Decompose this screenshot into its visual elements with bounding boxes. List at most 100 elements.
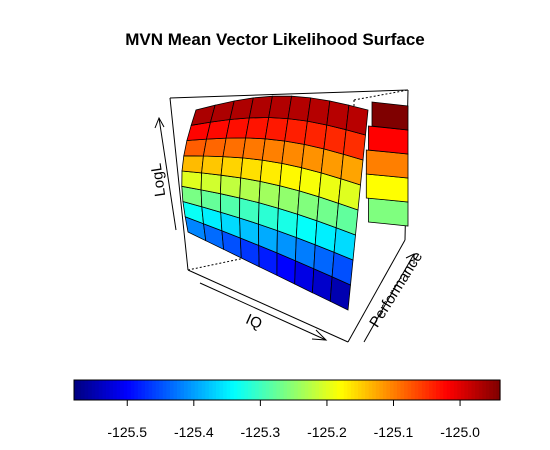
colorbar-segment	[375, 380, 380, 400]
colorbar-segment	[205, 380, 210, 400]
colorbar-segment	[145, 380, 150, 400]
colorbar-segment	[187, 380, 192, 400]
surface-facet	[368, 197, 409, 227]
colorbar-segment	[365, 380, 370, 400]
surface-facet	[323, 124, 347, 155]
colorbar-segment	[166, 380, 171, 400]
colorbar-segment	[471, 380, 476, 400]
colorbar-segment	[294, 380, 299, 400]
colorbar-segment	[475, 380, 480, 400]
colorbar-segment	[411, 380, 416, 400]
colorbar-segment	[400, 380, 405, 400]
surface-mesh	[181, 95, 409, 311]
colorbar-segment	[255, 380, 260, 400]
colorbar-segment	[105, 380, 111, 400]
z-arrowhead	[154, 116, 165, 129]
colorbar-segment	[297, 380, 302, 400]
surface-facet	[368, 125, 409, 155]
colorbar-segment	[326, 380, 331, 400]
colorbar-segment	[194, 380, 199, 400]
surface-facet	[181, 155, 204, 174]
x-axis-label: IQ	[243, 311, 264, 333]
colorbar-segment	[382, 380, 387, 400]
colorbar-segment	[460, 380, 466, 400]
colorbar-segment	[216, 380, 221, 400]
colorbar-segment	[287, 380, 292, 400]
colorbar-segment	[247, 380, 253, 400]
colorbar-segment	[134, 380, 139, 400]
colorbar-segment	[113, 380, 118, 400]
colorbar-segment	[432, 380, 437, 400]
z-axis-label: LogL	[148, 162, 169, 197]
colorbar-segment	[155, 380, 160, 400]
colorbar-tick-label: -125.2	[307, 424, 347, 440]
colorbar-segment	[95, 380, 100, 400]
surface-facet	[222, 137, 247, 159]
colorbar-segment	[322, 380, 327, 400]
colorbar-segment	[450, 380, 455, 400]
colorbar-segment	[304, 380, 309, 400]
surface-facet	[259, 159, 283, 187]
surface-facet	[200, 172, 222, 195]
colorbar-tick-label: -125.3	[241, 424, 281, 440]
colorbar-segment	[311, 380, 316, 400]
surface-facet	[303, 120, 328, 150]
colorbar-segment	[361, 380, 366, 400]
colorbar-segment	[308, 380, 313, 400]
colorbar-segment	[372, 380, 377, 400]
colorbar-segment	[109, 380, 114, 400]
colorbar-segment	[77, 380, 82, 400]
colorbar-segment	[464, 380, 469, 400]
surface-facet	[240, 157, 263, 182]
colorbar-segment	[368, 380, 373, 400]
colorbar-segment	[290, 380, 295, 400]
colorbar-segment	[81, 380, 86, 400]
y-axis-arrow	[363, 253, 415, 343]
surface-facet	[242, 137, 266, 161]
surface-facet	[306, 97, 331, 126]
surface-facet	[284, 118, 308, 145]
colorbar-segment	[265, 380, 270, 400]
x-arrowhead	[311, 329, 328, 341]
box-edge-front-floor	[187, 269, 349, 343]
colorbar-segment	[315, 380, 320, 400]
colorbar-segment	[258, 380, 263, 400]
colorbar-segment	[251, 380, 256, 400]
colorbar	[73, 379, 501, 401]
colorbar-segment	[237, 380, 242, 400]
colorbar-tick-label: -125.1	[374, 424, 414, 440]
y-arrowhead	[405, 253, 415, 264]
colorbar-segment	[276, 380, 281, 400]
colorbar-segment	[496, 380, 501, 400]
colorbar-segment	[141, 380, 146, 400]
colorbar-segment	[130, 380, 135, 400]
surface-facet	[220, 156, 244, 179]
surface-facet	[371, 101, 409, 131]
colorbar-segment	[84, 380, 89, 400]
colorbar-segment	[212, 380, 217, 400]
colorbar-segment	[429, 380, 434, 400]
surface-facet	[287, 95, 312, 122]
colorbar-segment	[379, 380, 384, 400]
colorbar-segment	[279, 380, 285, 400]
colorbar-segment	[436, 380, 441, 400]
surface-facet	[202, 137, 227, 158]
colorbar-segment	[102, 380, 107, 400]
colorbar-segment	[492, 380, 498, 400]
surface-facet	[326, 100, 350, 131]
colorbar-segment	[91, 380, 96, 400]
colorbar-segment	[74, 380, 79, 400]
colorbar-segment	[272, 380, 277, 400]
colorbar-segment	[162, 380, 167, 400]
colorbar-segment	[340, 380, 345, 400]
colorbar-segment	[137, 380, 143, 400]
colorbar-segment	[397, 380, 402, 400]
colorbar-border	[73, 379, 501, 401]
colorbar-segment	[343, 380, 348, 400]
box-edge-back-left	[169, 97, 189, 271]
surface-facet	[183, 138, 207, 157]
colorbar-ticks: -125.5 -125.4 -125.3 -125.2 -125.1 -125.0	[107, 400, 480, 440]
colorbar-segment	[152, 380, 157, 400]
surface-facet	[181, 170, 203, 191]
box-edge-hidden-top	[353, 89, 409, 101]
